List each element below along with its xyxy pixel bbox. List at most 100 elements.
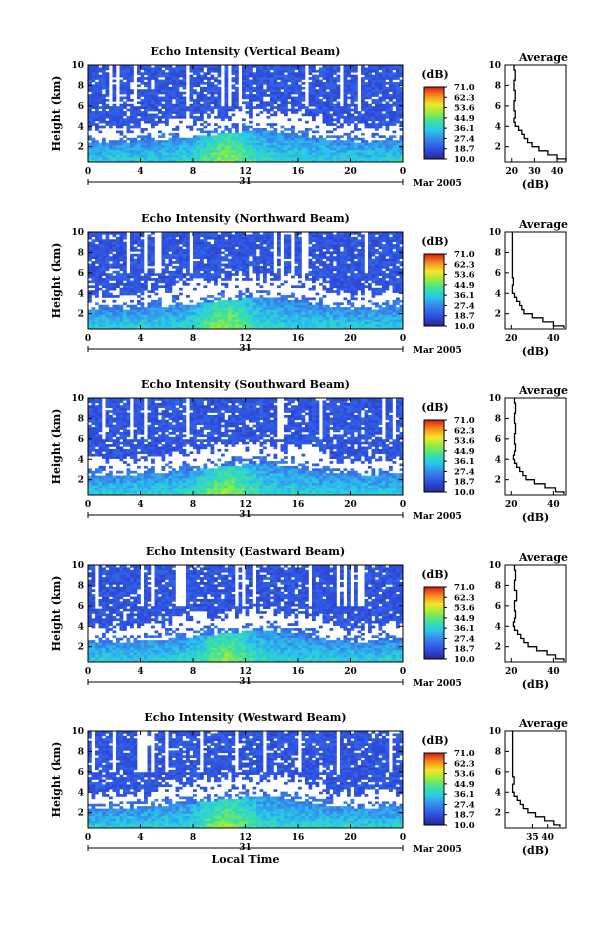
heatmap-cell [368, 118, 372, 122]
heatmap-cell [214, 128, 218, 131]
heatmap-cell [231, 135, 236, 139]
heatmap-cell [95, 86, 99, 90]
heatmap-cell [273, 67, 278, 71]
heatmap-cell [186, 270, 190, 274]
heatmap-cell [112, 314, 117, 318]
heatmap-cell [319, 84, 323, 88]
heatmap-cell [322, 316, 327, 320]
heatmap-cell [354, 137, 358, 141]
heatmap-cell [361, 157, 365, 160]
heatmap-cell [147, 120, 152, 124]
heatmap-cell [277, 263, 281, 267]
heatmap-cell [284, 253, 288, 257]
heatmap-cell [340, 278, 344, 281]
heatmap-cell [312, 263, 316, 267]
heatmap-cell [368, 96, 372, 100]
heatmap-cell [105, 111, 110, 114]
heatmap-cell [172, 103, 176, 107]
heatmap-cell [301, 154, 306, 158]
heatmap-cell [133, 282, 138, 286]
heatmap-cell [203, 120, 208, 124]
y-tick-label: 2 [78, 143, 84, 153]
heatmap-cell [396, 115, 400, 119]
heatmap-cell [266, 248, 271, 252]
heatmap-cell [298, 94, 302, 97]
heatmap-cell [224, 72, 229, 75]
heatmap-cell [242, 152, 246, 156]
heatmap-cell [245, 130, 250, 134]
heatmap-cell [182, 154, 187, 158]
heatmap-cell [277, 241, 281, 245]
heatmap-cell [200, 86, 204, 90]
heatmap-cell [277, 232, 281, 235]
heatmap-cell [273, 278, 278, 281]
heatmap-cell [137, 108, 141, 112]
heatmap-cell [133, 152, 138, 156]
heatmap-cell [116, 326, 120, 330]
heatmap-cell [315, 130, 320, 134]
heatmap-cell [130, 321, 134, 325]
heatmap-cell [249, 79, 253, 83]
heatmap-cell [357, 149, 362, 153]
heatmap-cell [95, 258, 99, 262]
heatmap-cell [91, 290, 96, 293]
y-tick-label: 8 [78, 81, 84, 91]
heatmap-cell [123, 314, 127, 318]
heatmap-cell [263, 103, 267, 107]
heatmap-cell [284, 304, 288, 308]
heatmap-cell [350, 69, 355, 73]
heatmap-cell [396, 101, 400, 105]
heatmap-cell [214, 79, 218, 83]
heatmap-cell [175, 69, 180, 73]
heatmap-cell [147, 307, 152, 310]
heatmap-cell [322, 106, 327, 109]
heatmap-cell [315, 312, 320, 315]
heatmap-cell [165, 145, 169, 148]
heatmap-cell [329, 108, 334, 112]
heatmap-cell [105, 145, 110, 148]
heatmap-cell [231, 248, 236, 252]
heatmap-cell [364, 125, 369, 129]
heatmap-cell [154, 302, 159, 306]
heatmap-cell [399, 154, 404, 158]
heatmap-cell [378, 123, 383, 126]
x-tick-label: 8 [190, 167, 196, 177]
heatmap-cell [154, 67, 159, 71]
heatmap-cell [305, 273, 309, 276]
heatmap-cell [133, 324, 138, 327]
heatmap-cell [165, 285, 169, 289]
heatmap-cell [256, 299, 260, 303]
heatmap-cell [130, 285, 134, 289]
heatmap-cell [123, 256, 127, 259]
heatmap-cell [291, 65, 295, 68]
heatmap-cell [147, 113, 152, 117]
heatmap-cell [350, 142, 355, 146]
heatmap-cell [116, 159, 120, 163]
heatmap-cell [235, 239, 239, 242]
heatmap-cell [319, 140, 323, 143]
heatmap-cell [270, 157, 274, 160]
heatmap-cell [105, 248, 110, 252]
heatmap-cell [326, 94, 330, 97]
heatmap-cell [329, 312, 334, 315]
heatmap-cell [354, 108, 358, 112]
heatmap-cell [140, 145, 145, 148]
heatmap-cell [259, 261, 264, 264]
heatmap-cell [123, 287, 127, 291]
heatmap-cell [371, 159, 376, 163]
heatmap-cell [294, 324, 299, 327]
heatmap-cell [322, 140, 327, 143]
heatmap-cell [137, 65, 141, 68]
heatmap-cell [245, 234, 250, 238]
heatmap-cell [336, 115, 341, 119]
heatmap-cell [217, 299, 222, 303]
heatmap-cell [98, 154, 103, 158]
heatmap-cell [389, 118, 393, 122]
heatmap-cell [161, 91, 166, 95]
heatmap-cell [298, 261, 302, 264]
heatmap-cell [266, 292, 271, 296]
heatmap-cell [130, 280, 134, 284]
heatmap-cell [301, 309, 306, 313]
heatmap-cell [385, 115, 390, 119]
heatmap-cell [119, 65, 124, 68]
